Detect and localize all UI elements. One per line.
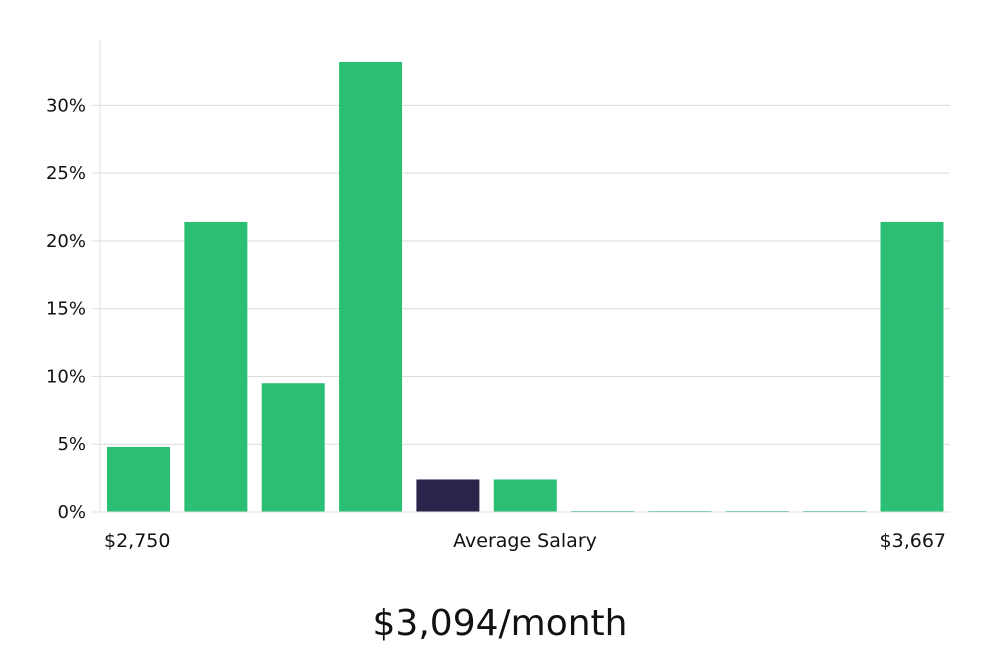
y-tick-label: 5% <box>57 434 86 455</box>
average-salary-summary: $3,094/month <box>372 603 628 644</box>
y-tick-label: 20% <box>46 231 86 252</box>
salary-bar <box>184 221 248 512</box>
salary-bar-highlight <box>416 479 480 512</box>
chart-svg: 0% 5% 10% 15% 20% 25% 30% $2,750 Average Salary $… <box>46 40 950 552</box>
x-max-label: $3,667 <box>880 530 946 552</box>
salary-bar <box>261 383 325 512</box>
salary-bar <box>493 479 557 512</box>
y-tick-label: 10% <box>46 366 86 387</box>
y-tick-label: 30% <box>46 95 86 116</box>
salary-chart: 0% 5% 10% 15% 20% 25% 30% $2,750 Average Salary $… <box>46 40 950 552</box>
salary-bar <box>880 221 944 512</box>
y-tick-label: 15% <box>46 299 86 320</box>
y-tick-label: 0% <box>57 502 86 523</box>
salary-bar <box>107 446 170 512</box>
y-tick-label: 25% <box>46 163 86 184</box>
x-axis-title: Average Salary <box>453 530 597 552</box>
salary-bar <box>339 62 403 512</box>
x-min-label: $2,750 <box>104 530 170 552</box>
